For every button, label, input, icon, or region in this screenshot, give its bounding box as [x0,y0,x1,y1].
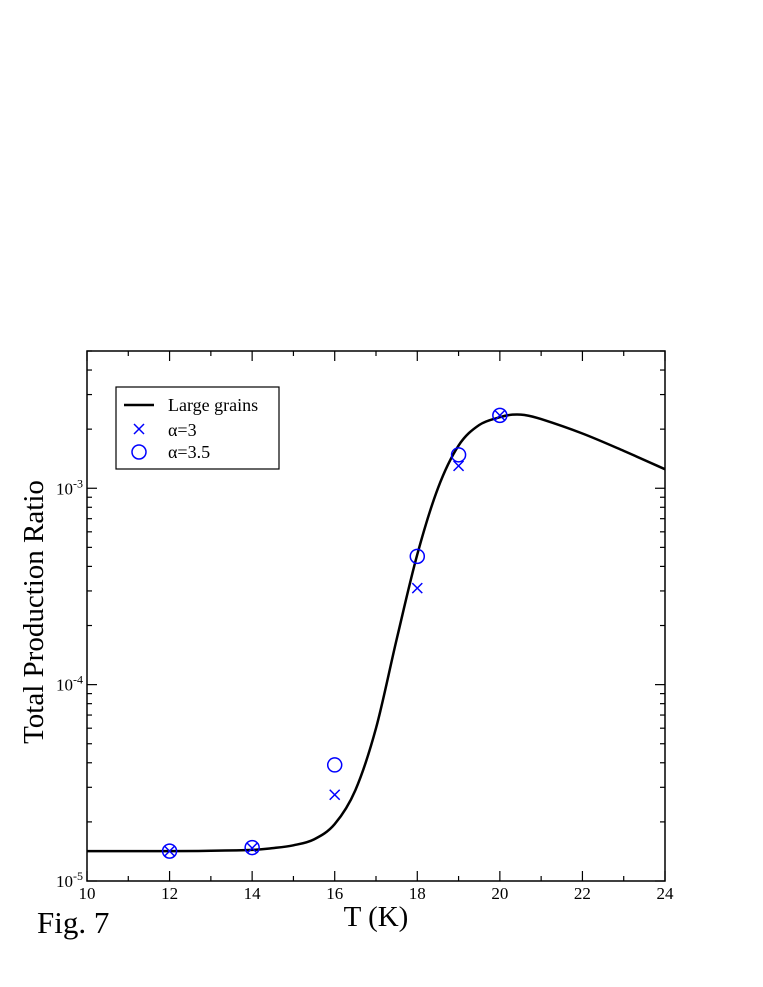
x-tick-label: 24 [657,884,675,903]
data-point-alpha3 [246,842,258,854]
y-tick-label: 10-3 [56,476,83,498]
data-point-alpha35 [326,757,343,773]
data-point-alpha3 [453,460,465,472]
data-point-alpha35 [409,548,426,565]
ticks [86,350,666,882]
legend: Large grains α=3 α=3.5 [115,386,280,470]
data-point-alpha35 [450,447,467,463]
data-point-alpha35 [492,407,508,424]
x-tick-label: 18 [409,884,426,903]
legend-label-alpha3: α=3 [168,420,197,440]
x-tick-label: 14 [244,884,262,903]
legend-label-large-grains: Large grains [168,395,258,415]
x-tick-label: 10 [79,884,96,903]
y-tick-label: 10-5 [56,869,83,891]
x-axis-title: T (K) [344,901,409,933]
data-point-alpha3 [411,582,423,594]
legend-swatch-alpha3 [133,423,145,435]
data-point-alpha35 [161,843,178,859]
tick-labels: 10 12 14 16 18 20 22 24 10-5 10-4 10-3 [56,476,674,903]
y-axis-title: Total Production Ratio [18,480,50,744]
x-tick-label: 22 [574,884,591,903]
data-point-alpha3 [329,789,341,801]
x-tick-label: 20 [491,884,508,903]
data-point-alpha35 [244,839,260,856]
x-tick-label: 16 [326,884,343,903]
figure-label: Fig. 7 [37,905,109,940]
data-point-alpha3 [164,845,176,857]
data-point-alpha3 [494,409,506,421]
legend-label-alpha35: α=3.5 [168,442,210,462]
y-tick-label: 10-4 [56,673,83,695]
series-line-large-grains [86,413,666,853]
x-tick-label: 12 [161,884,178,903]
series-layer [86,407,666,859]
legend-box [115,386,280,470]
legend-swatch-alpha35 [131,444,147,460]
